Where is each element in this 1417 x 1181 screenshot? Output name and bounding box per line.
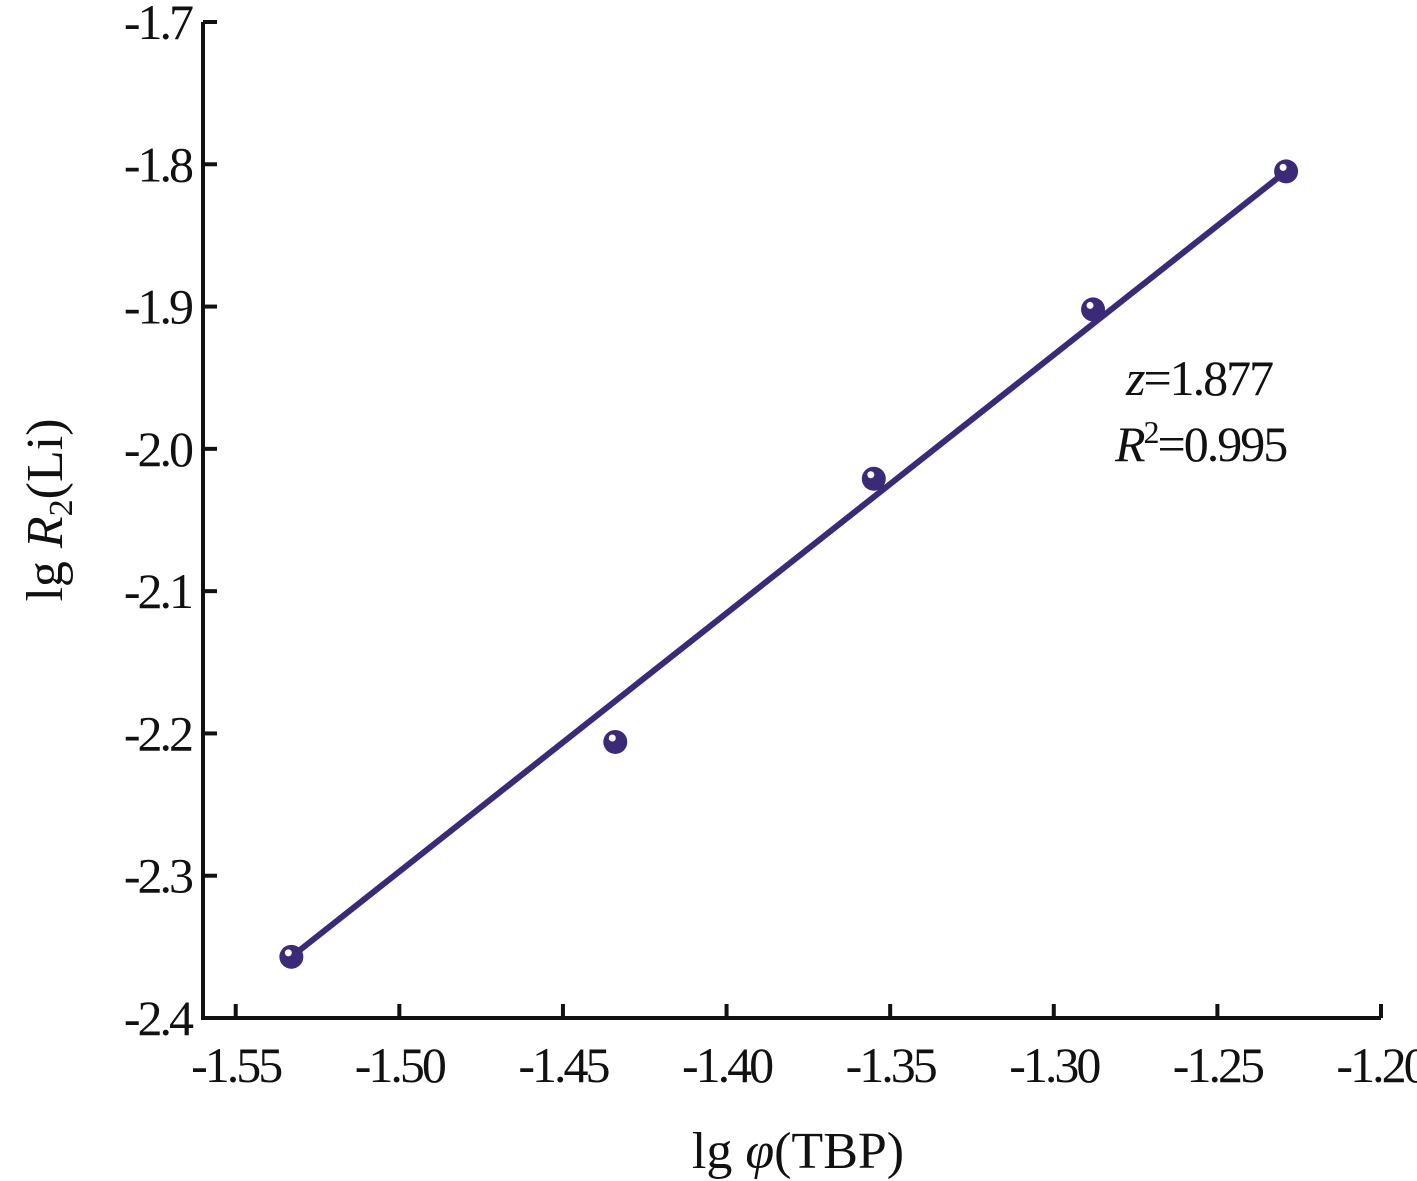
y-axis-title: lg R2(Li) — [17, 418, 80, 601]
data-point-highlight — [284, 949, 292, 957]
x-axis-title-suffix: (TBP) — [774, 1123, 904, 1180]
x-tick-label: -1.45 — [518, 1037, 609, 1093]
y-tick-label: -2.1 — [124, 563, 191, 619]
y-tick-label: -2.4 — [124, 990, 194, 1046]
data-point — [279, 944, 304, 969]
data-point — [1274, 159, 1299, 184]
x-tick-label: -1.55 — [191, 1037, 282, 1093]
x-tick-label: -1.40 — [682, 1037, 773, 1093]
y-tick-label: -1.8 — [124, 136, 193, 192]
y-axis-title-prefix: lg — [17, 548, 74, 601]
slope-symbol: z — [1125, 350, 1145, 406]
data-point-marker — [1274, 159, 1299, 184]
y-tick-label: -2.2 — [124, 705, 192, 761]
fit-line — [288, 168, 1290, 960]
x-tick-label: -1.25 — [1173, 1037, 1264, 1093]
x-tick-label: -1.30 — [1009, 1037, 1100, 1093]
r2-superscript: 2 — [1144, 414, 1159, 450]
x-tick-label: -1.35 — [846, 1037, 937, 1093]
data-point-marker — [603, 729, 628, 754]
y-tick-label: -2.3 — [124, 848, 193, 904]
data-point — [1081, 297, 1106, 322]
data-point — [603, 729, 628, 754]
data-point-marker — [1081, 297, 1106, 322]
y-tick-label: -1.7 — [124, 0, 193, 50]
r2-value: =0.995 — [1158, 416, 1288, 472]
data-point-marker — [279, 944, 304, 969]
slope-value: =1.877 — [1143, 350, 1273, 406]
x-tick-label: -1.20 — [1336, 1037, 1417, 1093]
r2-symbol: R — [1114, 416, 1145, 472]
fit-line-group — [288, 168, 1290, 960]
data-point — [861, 466, 886, 491]
data-point-highlight — [867, 471, 875, 479]
r2-annotation: R2=0.995 — [1114, 414, 1287, 472]
y-axis-title-subscript: 2 — [43, 499, 80, 516]
y-tick-label: -2.0 — [124, 421, 193, 477]
data-points — [279, 159, 1299, 969]
y-tick-label: -1.9 — [124, 279, 192, 335]
x-ticks: -1.55 -1.50 -1.45 -1.40 -1.35 -1.30 -1.25 -1.20 — [191, 1004, 1417, 1093]
y-ticks: -1.7 -1.8 -1.9 -2.0 -2.1 -2.2 -2.3 -2.4 — [124, 0, 217, 1046]
data-point-highlight — [1086, 301, 1094, 309]
x-axis-title: lg φ(TBP) — [692, 1123, 904, 1180]
y-axis-title-symbol: R — [17, 516, 74, 549]
x-axis-title-prefix: lg — [692, 1123, 745, 1180]
y-axis-title-suffix: (Li) — [17, 418, 74, 499]
data-point-highlight — [1279, 163, 1287, 171]
data-point-highlight — [608, 734, 616, 742]
data-point-marker — [861, 466, 886, 491]
slope-annotation: z=1.877 — [1125, 350, 1273, 406]
axes — [201, 22, 1381, 1020]
x-tick-label: -1.50 — [355, 1037, 446, 1093]
x-axis-title-symbol: φ — [745, 1123, 774, 1180]
